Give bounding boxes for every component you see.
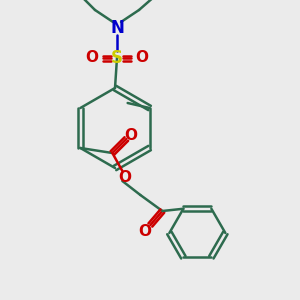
Text: O: O (85, 50, 98, 65)
Text: O: O (118, 169, 131, 184)
Text: N: N (110, 19, 124, 37)
Text: O: O (138, 224, 151, 238)
Text: S: S (111, 49, 123, 67)
Text: O: O (124, 128, 137, 142)
Text: O: O (136, 50, 148, 65)
